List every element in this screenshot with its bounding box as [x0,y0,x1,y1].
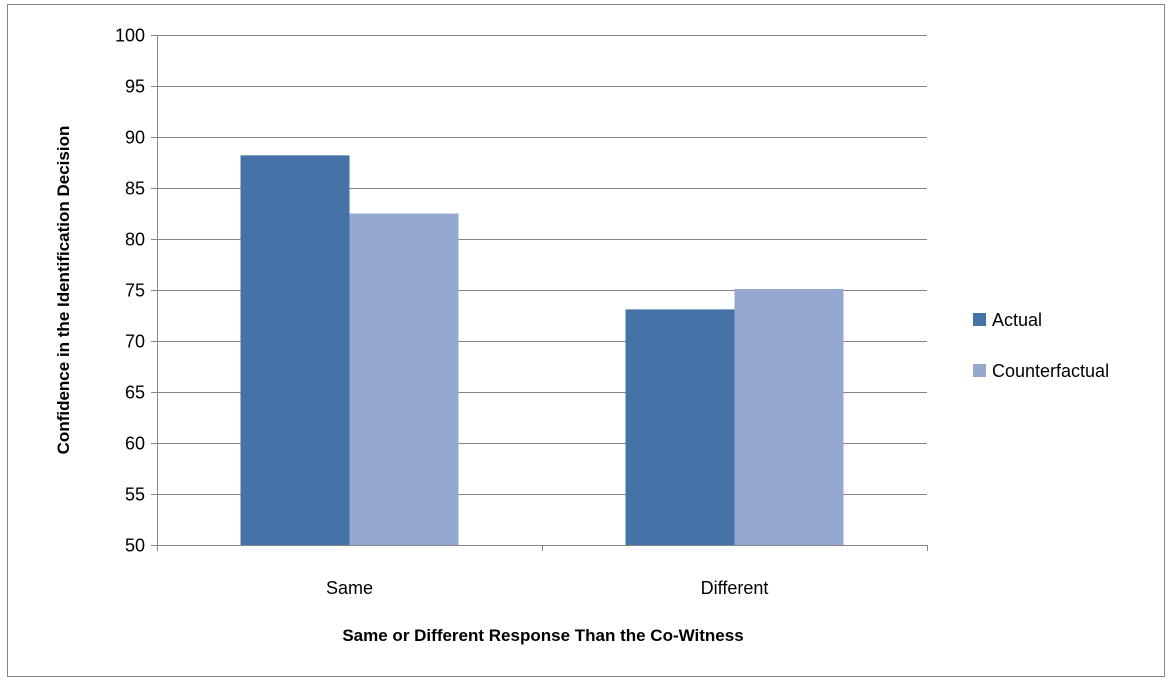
x-tick-label: Different [701,578,769,598]
legend-swatch-counterfactual [973,364,986,377]
y-tick-label: 100 [115,26,145,46]
bar-actual-same [240,155,350,546]
legend: Actual Counterfactual [973,310,1109,381]
y-tick-label: 85 [125,179,145,199]
y-tick-labels: 50 55 60 65 70 75 80 85 90 95 100 [115,26,145,556]
y-tick-label: 80 [125,230,145,250]
legend-label-counterfactual: Counterfactual [992,361,1109,381]
legend-swatch-actual [973,313,986,326]
y-tick-label: 55 [125,485,145,505]
y-axis-title: Confidence in the Identification Decisio… [54,126,73,455]
y-tick-label: 95 [125,77,145,97]
y-tick-label: 60 [125,434,145,454]
chart-frame [7,4,1165,677]
bar-counterfactual-different [734,288,844,545]
y-tick-label: 50 [125,536,145,556]
bar-actual-different [625,309,735,545]
y-tick-label: 65 [125,383,145,403]
axes [151,35,928,551]
y-tick-label: 75 [125,281,145,301]
x-tick-label: Same [326,578,373,598]
legend-label-actual: Actual [992,310,1042,330]
y-tick-label: 90 [125,128,145,148]
bars [240,155,844,546]
bar-counterfactual-same [349,213,459,545]
x-tick-labels: Same Different [326,578,768,598]
x-axis-title: Same or Different Response Than the Co-W… [342,626,743,645]
y-tick-label: 70 [125,332,145,352]
